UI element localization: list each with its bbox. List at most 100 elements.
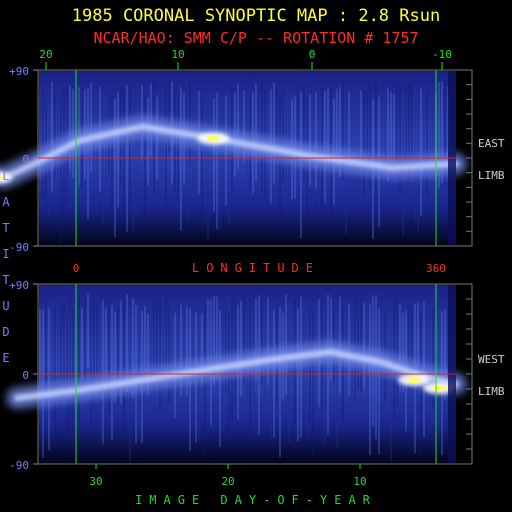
texture-streak [114, 98, 116, 238]
texture-streak [282, 90, 284, 184]
texture-streak [324, 90, 326, 203]
texture-streak [147, 97, 149, 186]
latitude-letter: T [2, 221, 9, 235]
y-tick-label: 0 [22, 369, 29, 382]
day-of-year-axis-label: IMAGE DAY-OF-YEAR [135, 493, 377, 507]
texture-streak [102, 300, 104, 444]
texture-streak [348, 90, 350, 166]
texture-streak [423, 85, 425, 218]
texture-streak [39, 309, 41, 389]
texture-streak [63, 88, 65, 235]
texture-streak [297, 309, 299, 442]
texture-streak [363, 89, 365, 197]
texture-streak [390, 91, 392, 174]
texture-streak [63, 304, 65, 396]
texture-streak [330, 297, 332, 380]
texture-streak [276, 87, 278, 161]
latitude-letter: T [2, 273, 9, 287]
texture-streak [117, 307, 119, 404]
texture-streak [186, 81, 188, 222]
texture-streak [162, 296, 164, 424]
texture-streak [429, 97, 431, 177]
limb-label: WEST [478, 353, 505, 366]
hotspot-core [432, 385, 447, 391]
texture-streak [351, 83, 353, 192]
texture-streak [426, 92, 428, 197]
texture-streak [345, 299, 347, 376]
texture-streak [342, 81, 344, 180]
texture-streak [66, 313, 68, 437]
texture-streak [255, 83, 257, 182]
y-tick-label: -90 [9, 459, 29, 472]
texture-streak [90, 305, 92, 427]
texture-streak [432, 88, 434, 177]
hotspot-core [206, 135, 221, 142]
texture-streak [393, 94, 395, 166]
texture-streak [420, 87, 422, 217]
texture-streak [57, 300, 59, 424]
texture-streak [243, 296, 245, 383]
texture-streak [312, 309, 314, 457]
latitude-letter: D [2, 325, 9, 339]
texture-streak [228, 97, 230, 226]
band-core [0, 123, 459, 181]
texture-streak [102, 88, 104, 226]
texture-streak [168, 305, 170, 405]
texture-streak [153, 301, 155, 394]
texture-streak [144, 305, 146, 382]
texture-streak [369, 303, 371, 455]
texture-streak [204, 98, 206, 223]
x-top-tick-label: 0 [309, 48, 316, 61]
texture-streak [132, 298, 134, 399]
texture-streak [432, 309, 434, 410]
texture-streak [402, 312, 404, 393]
texture-streak [327, 294, 329, 435]
x-top-tick-label: -10 [432, 48, 452, 61]
texture-streak [213, 98, 215, 212]
texture-streak [240, 86, 242, 159]
texture-streak [48, 307, 50, 451]
texture-streak [54, 93, 56, 177]
texture-streak [369, 86, 371, 191]
texture-streak [51, 301, 53, 438]
texture-streak [72, 308, 74, 432]
day-tick-label: 10 [353, 475, 366, 488]
texture-streak [360, 89, 362, 168]
texture-streak [411, 86, 413, 166]
texture-streak [309, 94, 311, 187]
texture-streak [279, 94, 281, 233]
texture-streak [216, 296, 218, 379]
texture-streak [69, 85, 71, 170]
texture-streak [117, 92, 119, 208]
texture-streak [60, 98, 62, 246]
texture-streak [363, 302, 365, 390]
texture-streak [135, 97, 137, 215]
texture-streak [57, 89, 59, 175]
texture-streak [357, 84, 359, 202]
y-tick-label: +90 [9, 279, 29, 292]
texture-streak [360, 298, 362, 393]
texture-streak [216, 92, 218, 229]
texture-streak [396, 82, 398, 179]
texture-streak [147, 313, 149, 396]
texture-streak [144, 94, 146, 220]
texture-streak [108, 300, 110, 414]
band-core [14, 349, 459, 401]
texture-streak [327, 87, 329, 165]
texture-streak [381, 304, 383, 395]
texture-streak [42, 88, 44, 200]
latitude-letter: I [2, 247, 9, 261]
texture-streak [96, 93, 98, 216]
texture-streak [273, 82, 275, 185]
texture-streak [270, 302, 272, 440]
texture-streak [309, 308, 311, 424]
texture-streak [366, 92, 368, 171]
texture-streak [267, 80, 269, 156]
limb-label: EAST [478, 137, 505, 150]
texture-streak [390, 312, 392, 463]
y-tick-label: -90 [9, 241, 29, 254]
texture-streak [300, 296, 302, 439]
texture-streak [129, 87, 131, 204]
texture-streak [54, 309, 56, 429]
